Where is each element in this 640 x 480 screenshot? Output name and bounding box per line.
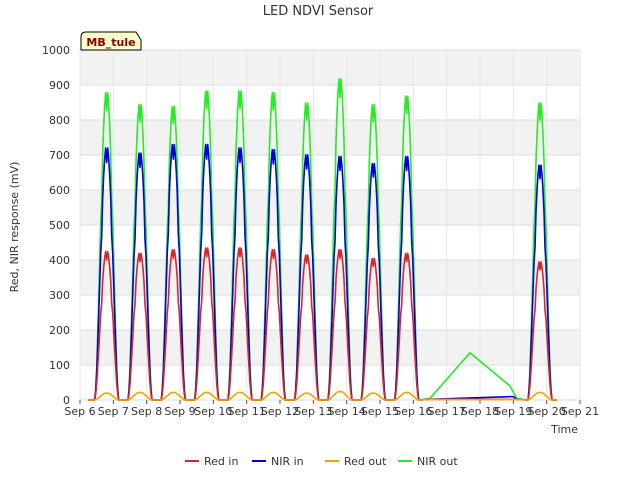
legend-label: Red out xyxy=(344,455,387,468)
grid-band xyxy=(80,85,580,120)
x-tick-label: Sep 11 xyxy=(228,405,266,418)
x-tick-label: Sep 7 xyxy=(98,405,129,418)
y-tick-label: 500 xyxy=(49,219,70,232)
y-tick-label: 800 xyxy=(49,114,70,127)
series-line-nir-in xyxy=(88,143,557,401)
legend-label: NIR in xyxy=(271,455,304,468)
x-tick-label: Sep 9 xyxy=(164,405,195,418)
series-line-red-out xyxy=(88,390,557,401)
x-tick-label: Sep 21 xyxy=(561,405,599,418)
y-tick-label: 700 xyxy=(49,149,70,162)
x-tick-label: Sep 13 xyxy=(294,405,332,418)
y-tick-label: 600 xyxy=(49,184,70,197)
y-tick-label: 0 xyxy=(63,394,70,407)
x-tick-label: Sep 16 xyxy=(394,405,432,418)
grid-band xyxy=(80,225,580,260)
x-tick-label: Sep 18 xyxy=(461,405,499,418)
x-tick-label: Sep 8 xyxy=(131,405,162,418)
x-tick-label: Sep 14 xyxy=(328,405,366,418)
x-tick-label: Sep 15 xyxy=(361,405,399,418)
x-tick-label: Sep 6 xyxy=(64,405,95,418)
x-tick-label: Sep 19 xyxy=(494,405,532,418)
x-tick-label: Sep 17 xyxy=(428,405,466,418)
grid-band xyxy=(80,295,580,330)
y-tick-label: 1000 xyxy=(42,44,70,57)
legend-label: NIR out xyxy=(417,455,458,468)
y-axis-title: Red, NIR response (mV) xyxy=(8,162,21,293)
y-axis: 0 100 200 300 400 500 600 700 800 900 1000 xyxy=(42,44,70,407)
y-tick-label: 300 xyxy=(49,289,70,302)
x-tick-label: Sep 12 xyxy=(261,405,299,418)
grid-band xyxy=(80,155,580,190)
y-tick-label: 100 xyxy=(49,359,70,372)
y-tick-label: 200 xyxy=(49,324,70,337)
x-tick-label: Sep 20 xyxy=(528,405,566,418)
grid-band xyxy=(80,260,580,295)
x-axis-title: Time xyxy=(550,423,578,436)
y-tick-label: 400 xyxy=(49,254,70,267)
series-line-red-in xyxy=(88,247,557,401)
chart-title: LED NDVI Sensor xyxy=(263,4,374,19)
grid-band xyxy=(80,120,580,155)
station-tag: MB_tule xyxy=(80,31,142,51)
series-layer xyxy=(88,78,557,401)
x-tick-label: Sep 10 xyxy=(194,405,232,418)
plot-background xyxy=(80,50,580,400)
station-tag-label: MB_tule xyxy=(86,36,135,49)
legend-label: Red in xyxy=(204,455,238,468)
y-tick-label: 900 xyxy=(49,79,70,92)
grid-band xyxy=(80,50,580,85)
legend: Red in NIR in Red out NIR out xyxy=(185,455,458,468)
grid-band xyxy=(80,190,580,225)
